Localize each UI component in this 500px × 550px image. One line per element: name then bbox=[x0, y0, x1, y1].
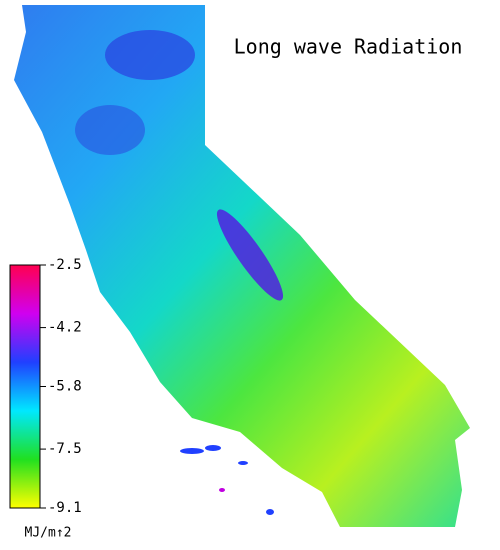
island bbox=[180, 448, 204, 454]
colorbar-ramp bbox=[9, 264, 41, 509]
map-title: Long wave Radiation bbox=[234, 35, 463, 59]
island bbox=[205, 445, 221, 451]
colorbar-tick-label: -5.8 bbox=[48, 379, 82, 395]
island bbox=[238, 461, 248, 465]
colorbar-tick-label: -9.1 bbox=[48, 500, 82, 516]
colorbar-tick-label: -2.5 bbox=[48, 257, 82, 273]
colorbar-tick-label: -4.2 bbox=[48, 320, 82, 336]
colorbar-tick-label: -7.5 bbox=[48, 441, 82, 457]
state-shape bbox=[14, 5, 470, 527]
island bbox=[219, 488, 225, 492]
island bbox=[266, 509, 274, 515]
california-map bbox=[14, 5, 470, 527]
colorbar-unit: MJ/m↑2 bbox=[25, 526, 72, 541]
sierra-cold-zone bbox=[216, 209, 284, 301]
colorbar: MJ/m↑2 -2.5 -4.2 -5.8 -7.5 -9.1 bbox=[9, 257, 82, 541]
highland-cold-zone bbox=[75, 105, 145, 155]
highland-cold-zone bbox=[105, 30, 195, 80]
